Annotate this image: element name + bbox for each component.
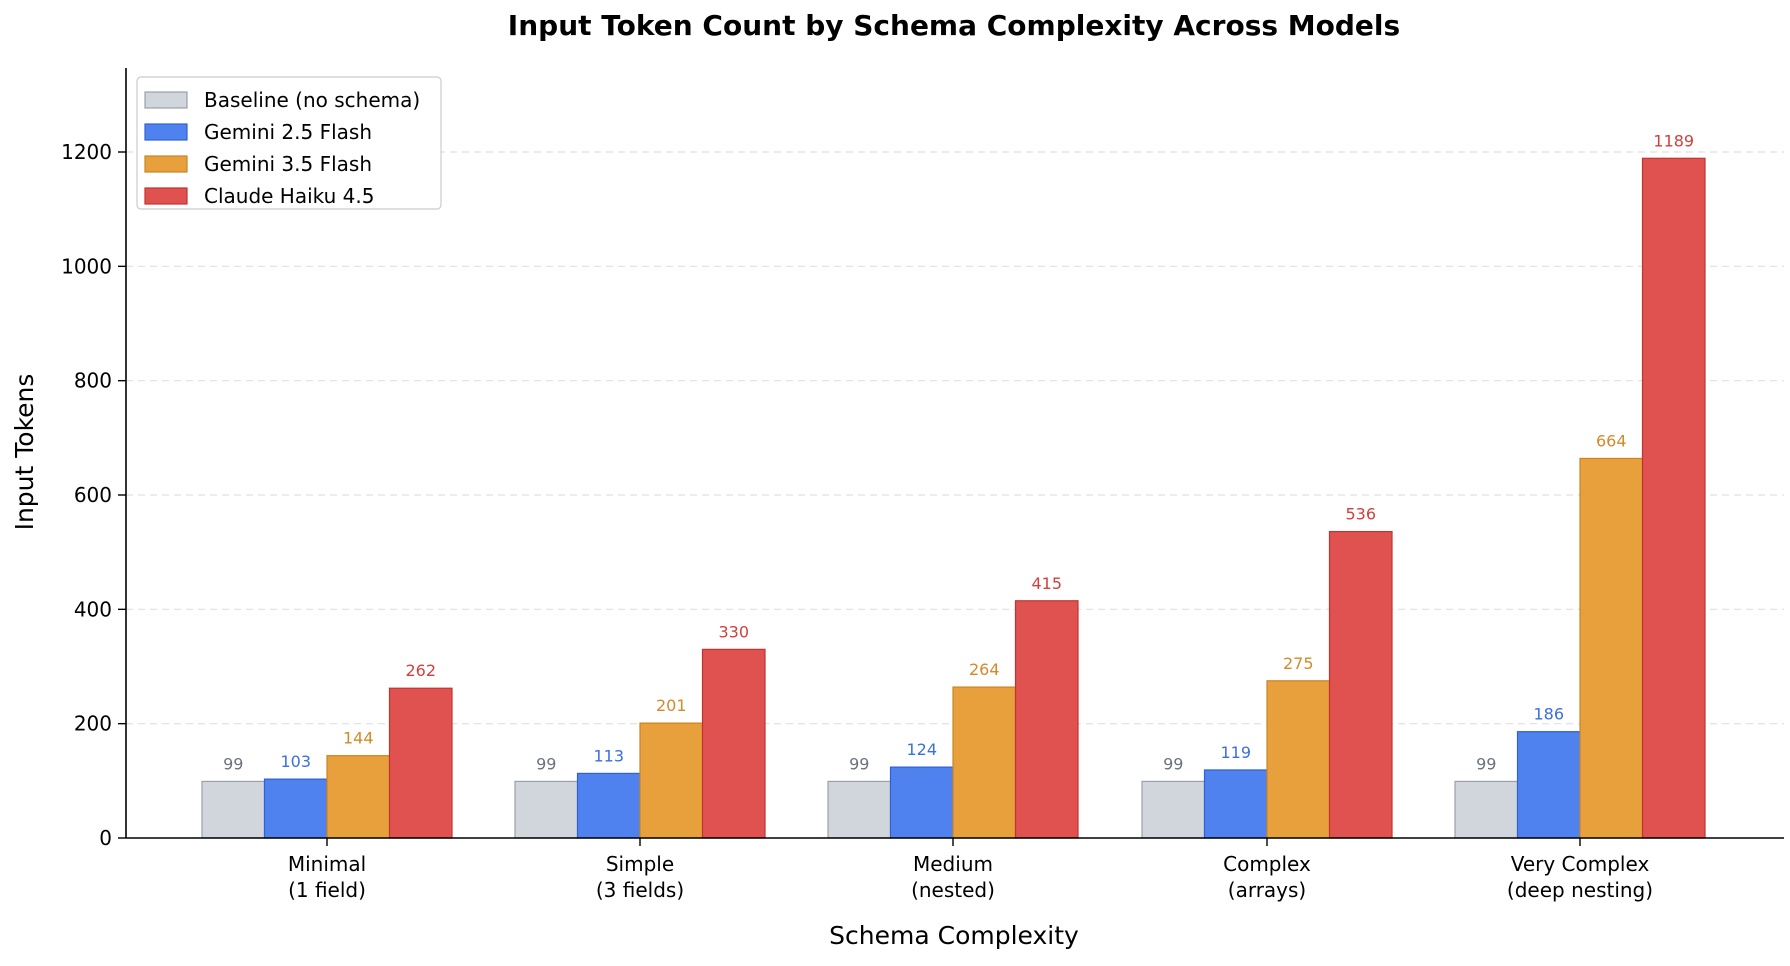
- bar-value-label: 415: [1031, 574, 1062, 593]
- legend-swatch: [144, 123, 188, 141]
- bar-value-label: 264: [969, 660, 1000, 679]
- axes: [125, 68, 1784, 839]
- bar-value-label: 99: [1476, 754, 1496, 773]
- x-tick-label: Very Complex: [1511, 852, 1650, 876]
- legend-label: Baseline (no schema): [204, 88, 420, 112]
- bar-value-label: 99: [223, 754, 243, 773]
- bar: [326, 755, 391, 839]
- bar-value-label: 664: [1596, 431, 1627, 450]
- y-tick-label: 800: [74, 369, 112, 393]
- bar: [1579, 457, 1644, 839]
- bar-value-label: 99: [536, 754, 556, 773]
- x-tick-label: Simple: [606, 852, 674, 876]
- x-axis-ticks: Minimal(1 field) Simple(3 fields) Medium(n…: [288, 838, 1653, 902]
- bar: [1141, 780, 1206, 839]
- y-tick-label: 1000: [61, 254, 112, 278]
- bar: [514, 780, 579, 839]
- bar: [201, 780, 266, 839]
- bar-value-label: 201: [656, 696, 687, 715]
- chart-title: Input Token Count by Schema Complexity A…: [508, 9, 1400, 42]
- bar: [701, 648, 766, 839]
- y-axis-title: Input Tokens: [10, 374, 39, 531]
- bars: [201, 157, 1706, 839]
- y-tick-label: 1200: [61, 140, 112, 164]
- bar: [827, 780, 892, 839]
- x-tick-label: Minimal: [288, 852, 366, 876]
- bar: [1266, 680, 1331, 839]
- bar-value-label: 113: [593, 746, 624, 765]
- legend-label: Gemini 3.5 Flash: [204, 152, 372, 176]
- bar: [576, 772, 641, 839]
- value-labels: 99 103 144 262 99 113 201 330 99 124 264 415 99 119 27…: [223, 131, 1694, 773]
- y-tick-label: 0: [99, 826, 112, 850]
- y-tick-label: 200: [74, 712, 112, 736]
- bar-value-label: 124: [906, 740, 937, 759]
- x-tick-label: (arrays): [1228, 878, 1306, 902]
- bar-value-label: 99: [849, 754, 869, 773]
- legend-swatch: [144, 91, 188, 109]
- bar-value-label: 262: [405, 661, 436, 680]
- bar-value-label: 186: [1533, 705, 1564, 724]
- x-tick-label: (deep nesting): [1507, 878, 1653, 902]
- y-tick-label: 600: [74, 483, 112, 507]
- bar: [388, 687, 453, 839]
- bar-value-label: 103: [280, 752, 311, 771]
- legend-label: Gemini 2.5 Flash: [204, 120, 372, 144]
- bar-value-label: 1189: [1653, 131, 1694, 150]
- legend-box: [136, 76, 442, 210]
- bar: [1014, 600, 1079, 839]
- bar-value-label: 330: [718, 622, 749, 641]
- bar: [639, 722, 704, 839]
- bar-value-label: 119: [1220, 743, 1251, 762]
- x-tick-label: (1 field): [288, 878, 366, 902]
- bar: [263, 778, 328, 839]
- grid-lines: [126, 151, 1784, 725]
- x-tick-label: Complex: [1223, 852, 1311, 876]
- y-axis-ticks: 0 200 400 600 800 1000 1200: [61, 140, 126, 850]
- bar: [889, 766, 954, 839]
- x-tick-label: (nested): [911, 878, 995, 902]
- bar: [1203, 769, 1268, 839]
- x-tick-label: Medium: [913, 852, 993, 876]
- bar: [1454, 780, 1519, 839]
- bar: [1516, 731, 1581, 839]
- legend-swatch: [144, 155, 188, 173]
- bar-value-label: 99: [1163, 754, 1183, 773]
- legend-label: Claude Haiku 4.5: [204, 184, 374, 208]
- y-tick-label: 400: [74, 597, 112, 621]
- legend-swatch: [144, 187, 188, 205]
- bar-value-label: 275: [1283, 654, 1314, 673]
- bar: [952, 686, 1017, 839]
- x-tick-label: (3 fields): [596, 878, 684, 902]
- x-axis-title: Schema Complexity: [829, 921, 1079, 950]
- bar: [1641, 157, 1706, 839]
- legend: Baseline (no schema) Gemini 2.5 Flash Gemi…: [136, 76, 442, 210]
- bar: [1328, 530, 1393, 839]
- bar-value-label: 536: [1345, 505, 1376, 524]
- bar-value-label: 144: [343, 729, 374, 748]
